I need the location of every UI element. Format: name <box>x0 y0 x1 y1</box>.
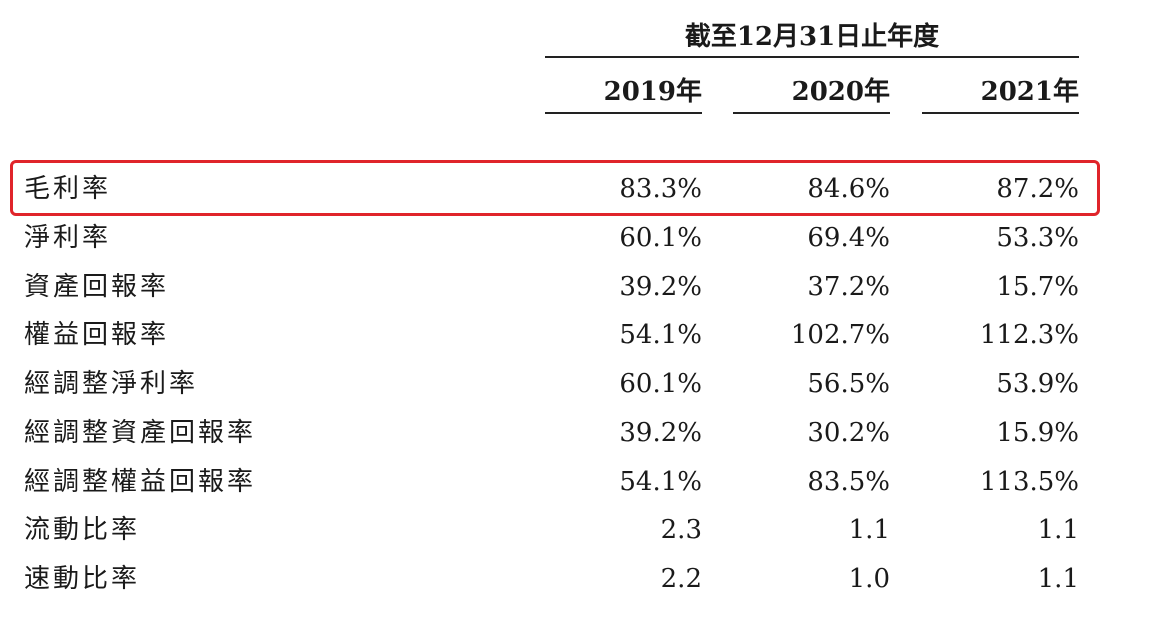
row-label: 淨利率 <box>24 223 112 253</box>
value-2021: 53.9% <box>996 369 1079 399</box>
value-2020: 1.0 <box>848 564 890 594</box>
value-2019: 83.3% <box>619 174 702 204</box>
year-header-2019: 2019年 <box>545 72 702 114</box>
value-2020: 83.5% <box>807 467 890 497</box>
value-2019: 54.1% <box>619 467 702 497</box>
table-row: 經調整淨利率 60.1% 56.5% 53.9% <box>0 361 1150 407</box>
value-2021: 87.2% <box>996 174 1079 204</box>
value-2021: 1.1 <box>1037 515 1079 545</box>
year-header-2020: 2020年 <box>733 72 890 114</box>
highlight-box <box>10 160 1100 216</box>
value-2021: 112.3% <box>979 320 1079 350</box>
value-2019: 2.3 <box>660 515 702 545</box>
row-label: 經調整淨利率 <box>24 369 199 399</box>
table-row: 經調整資產回報率 39.2% 30.2% 15.9% <box>0 410 1150 456</box>
value-2020: 84.6% <box>807 174 890 204</box>
value-2021: 15.9% <box>996 418 1079 448</box>
row-label: 流動比率 <box>24 515 141 545</box>
table-row: 淨利率 60.1% 69.4% 53.3% <box>0 215 1150 261</box>
table-row: 速動比率 2.2 1.0 1.1 <box>0 556 1150 602</box>
value-2021: 113.5% <box>979 467 1079 497</box>
year-header-2021: 2021年 <box>922 72 1079 114</box>
value-2019: 60.1% <box>619 369 702 399</box>
value-2020: 37.2% <box>807 272 890 302</box>
row-label: 毛利率 <box>24 174 112 204</box>
value-2021: 1.1 <box>1037 564 1079 594</box>
row-label: 資產回報率 <box>24 272 170 302</box>
period-header: 截至12月31日止年度 <box>545 18 1079 58</box>
table-row: 權益回報率 54.1% 102.7% 112.3% <box>0 312 1150 358</box>
value-2021: 53.3% <box>996 223 1079 253</box>
row-label: 經調整權益回報率 <box>24 467 257 497</box>
table-row: 經調整權益回報率 54.1% 83.5% 113.5% <box>0 459 1150 505</box>
value-2019: 39.2% <box>619 272 702 302</box>
table-row: 流動比率 2.3 1.1 1.1 <box>0 507 1150 553</box>
value-2019: 39.2% <box>619 418 702 448</box>
table-row: 毛利率 83.3% 84.6% 87.2% <box>0 166 1150 212</box>
value-2021: 15.7% <box>996 272 1079 302</box>
value-2019: 60.1% <box>619 223 702 253</box>
value-2020: 56.5% <box>807 369 890 399</box>
value-2019: 54.1% <box>619 320 702 350</box>
value-2020: 102.7% <box>790 320 890 350</box>
value-2019: 2.2 <box>660 564 702 594</box>
value-2020: 1.1 <box>848 515 890 545</box>
table-row: 資產回報率 39.2% 37.2% 15.7% <box>0 264 1150 310</box>
value-2020: 30.2% <box>807 418 890 448</box>
row-label: 經調整資產回報率 <box>24 418 257 448</box>
value-2020: 69.4% <box>807 223 890 253</box>
row-label: 權益回報率 <box>24 320 170 350</box>
row-label: 速動比率 <box>24 564 141 594</box>
